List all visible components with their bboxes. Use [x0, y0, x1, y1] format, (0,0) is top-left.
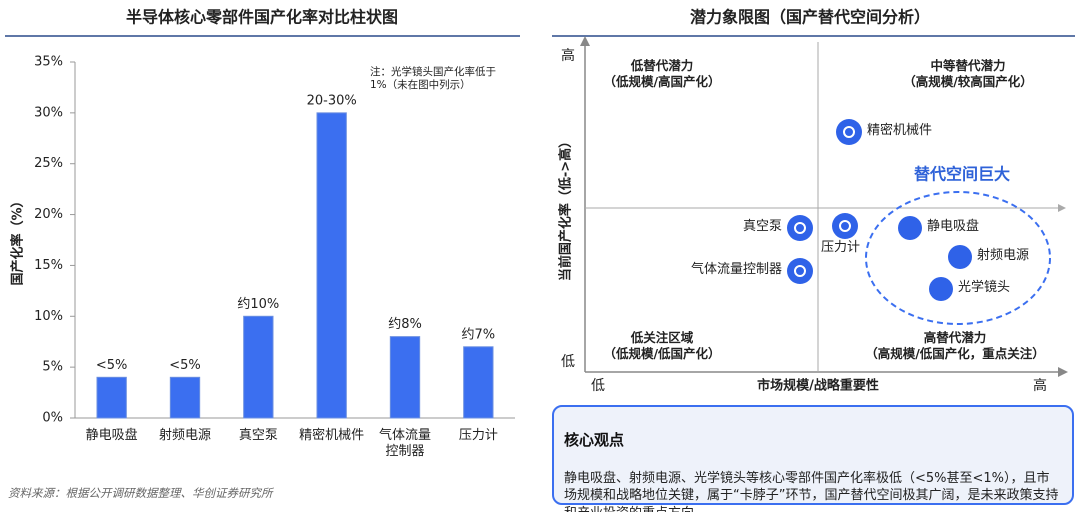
x-tick-label: 真空泵 — [238, 428, 278, 443]
source: 资料来源：根据公开调研数据整理、华创证券研究所 — [8, 486, 273, 500]
y-tick-label: 30% — [34, 105, 63, 120]
point-icon — [836, 119, 862, 145]
summary-text: 静电吸盘、射频电源、光学镜头等核心零部件国产化率极低（<5%甚至<1%），且市场… — [564, 470, 1059, 512]
y-tick-label: 10% — [34, 309, 63, 324]
point-label: 光学镜头 — [958, 280, 1011, 295]
bar — [463, 346, 494, 419]
bar — [96, 376, 127, 419]
point-label: 气体流量控制器 — [690, 262, 782, 277]
point-dot — [929, 277, 953, 301]
quadrant-label: 低替代潜力 （低规模/高国产化） — [603, 58, 721, 89]
point-label: 真空泵 — [742, 219, 782, 234]
bar — [316, 112, 347, 419]
arrow — [1058, 204, 1066, 212]
point-icon-inner — [843, 126, 855, 138]
y-axis-label: 国产化率（%） — [10, 194, 26, 285]
chart-title: 半导体核心零部件国产化率对比柱状图 — [126, 8, 398, 27]
y-tick-label: 20% — [34, 207, 63, 222]
x-tick-label: 精密机械件 — [299, 428, 365, 443]
value-label: 约10% — [237, 297, 279, 312]
value-label: 约8% — [388, 317, 422, 332]
x-low: 低 — [591, 378, 605, 394]
value-label: <5% — [169, 358, 201, 373]
summary-box: 核心观点 静电吸盘、射频电源、光学镜头等核心零部件国产化率极低（<5%甚至<1%… — [552, 405, 1074, 512]
y-axis-label: 当前国产化率（低->高） — [558, 135, 574, 281]
x-tick-label: 压力计 — [458, 428, 498, 443]
value-label: 约7% — [462, 327, 496, 342]
highlight-label: 替代空间巨大 — [914, 165, 1010, 184]
bar — [389, 336, 421, 419]
point-icon-inner — [794, 222, 806, 234]
quadrant-label: 高替代潜力 （高规模/低国产化，重点关注） — [865, 330, 1045, 361]
x-tick-label: 气体流量 控制器 — [378, 428, 431, 460]
arrow — [580, 36, 590, 46]
y-tick-label: 0% — [42, 411, 63, 426]
x-high: 高 — [1033, 377, 1047, 394]
point-dot — [948, 245, 972, 269]
point-icon — [832, 213, 858, 239]
value-label: <5% — [96, 358, 128, 373]
value-label: 20-30% — [307, 93, 357, 108]
y-tick-label: 15% — [34, 258, 63, 273]
point-label: 射频电源 — [977, 248, 1030, 263]
chart-note: 注：光学镜头国产化率低于 1%（未在图中列示） — [370, 66, 496, 92]
quadrant-label: 中等替代潜力 （高规模/较高国产化） — [903, 58, 1033, 89]
point-icon — [787, 258, 813, 284]
quadrant-label: 低关注区域 （低规模/低国产化） — [603, 330, 721, 361]
y-tick-label: 5% — [42, 360, 63, 375]
x-tick-label: 射频电源 — [158, 428, 211, 443]
point-icon-inner — [839, 220, 851, 232]
point-label: 精密机械件 — [867, 123, 933, 138]
y-tick-label: 35% — [34, 55, 63, 70]
y-tick-label: 25% — [34, 156, 63, 171]
quadrant-title: 潜力象限图（国产替代空间分析） — [690, 8, 930, 27]
point-label: 压力计 — [821, 240, 861, 255]
arrow — [1058, 367, 1068, 377]
point-icon-inner — [794, 265, 806, 277]
x-tick-label: 静电吸盘 — [85, 428, 138, 443]
summary-title: 核心观点 — [564, 431, 625, 449]
point-label: 静电吸盘 — [927, 219, 980, 234]
bar-chart: 半导体核心零部件国产化率对比柱状图 国产化率（%） 0% 5% 10% 15% 20% 2… — [5, 8, 520, 426]
point-dot — [898, 216, 922, 240]
bar — [243, 315, 274, 419]
point-icon — [787, 215, 813, 241]
bar — [169, 376, 201, 419]
x-axis-label: 市场规模/战略重要性 — [757, 378, 879, 394]
